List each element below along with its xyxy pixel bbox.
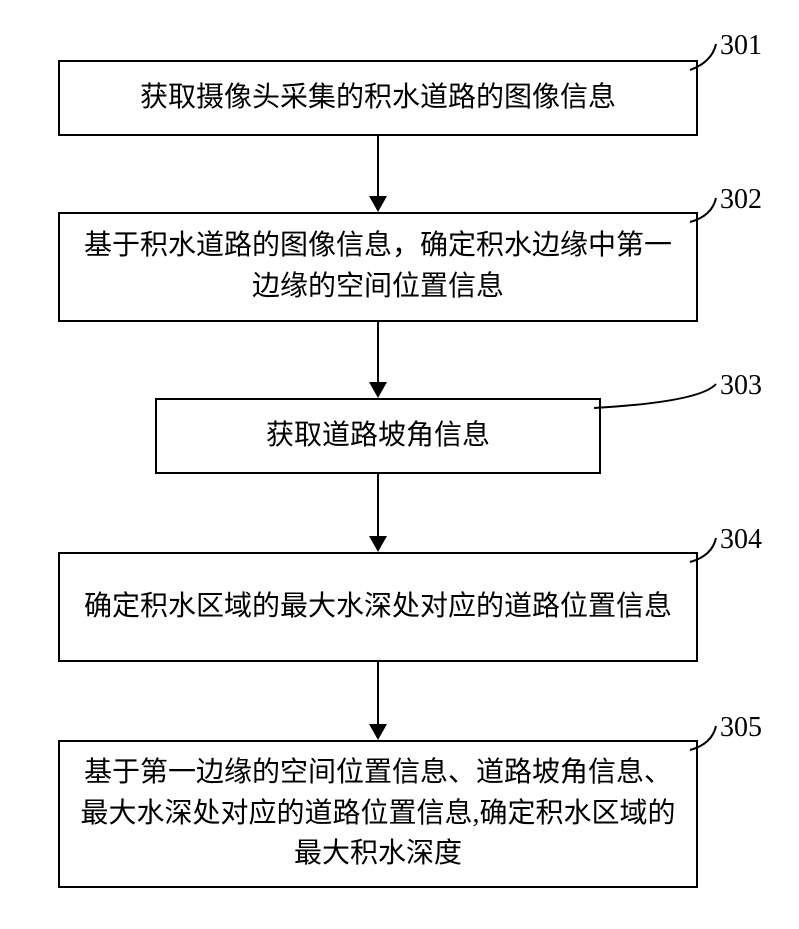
step-text: 获取摄像头采集的积水道路的图像信息: [140, 78, 616, 119]
step-label-303: 303: [720, 370, 762, 402]
callout-303: [594, 384, 716, 408]
step-box-305: 基于第一边缘的空间位置信息、道路坡角信息、最大水深处对应的道路位置信息,确定积水…: [58, 740, 698, 888]
step-box-304: 确定积水区域的最大水深处对应的道路位置信息: [58, 552, 698, 662]
step-box-303: 获取道路坡角信息: [155, 398, 601, 474]
step-label-302: 302: [720, 184, 762, 216]
step-label-304: 304: [720, 524, 762, 556]
step-box-301: 获取摄像头采集的积水道路的图像信息: [58, 60, 698, 136]
step-text: 获取道路坡角信息: [266, 416, 490, 457]
step-text: 确定积水区域的最大水深处对应的道路位置信息: [84, 587, 672, 628]
step-text: 基于第一边缘的空间位置信息、道路坡角信息、最大水深处对应的道路位置信息,确定积水…: [80, 753, 676, 875]
step-text: 基于积水道路的图像信息，确定积水边缘中第一边缘的空间位置信息: [80, 226, 676, 307]
step-box-302: 基于积水道路的图像信息，确定积水边缘中第一边缘的空间位置信息: [58, 212, 698, 322]
step-label-301: 301: [720, 30, 762, 62]
step-label-305: 305: [720, 712, 762, 744]
flowchart-canvas: 获取摄像头采集的积水道路的图像信息 301 基于积水道路的图像信息，确定积水边缘…: [0, 0, 799, 929]
